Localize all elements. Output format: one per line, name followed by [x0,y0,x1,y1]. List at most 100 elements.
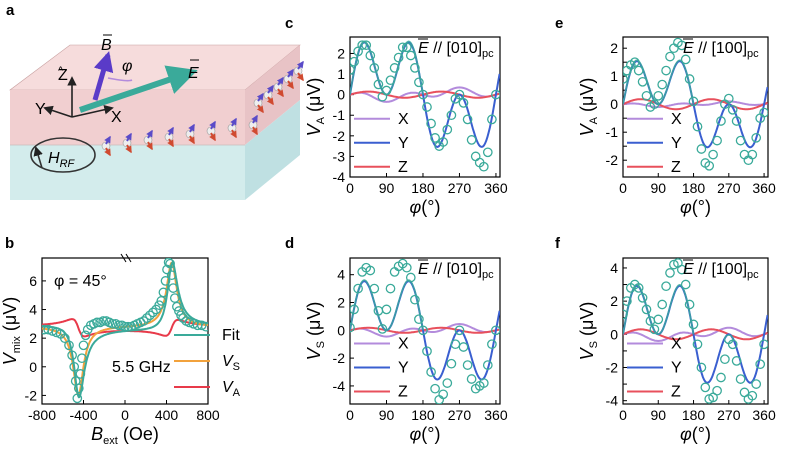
data-point [430,383,440,394]
y-tick-label: 0 [29,359,37,375]
data-point [158,287,169,298]
data-point [418,325,428,336]
y-tick-label: -2 [606,360,619,376]
data-point [414,77,424,88]
spin-down-arrow [286,80,294,90]
legend-label: Z [398,384,408,401]
data-point [692,121,703,132]
data-point [365,265,376,276]
panel-e-label: e [555,15,563,32]
legend-label: X [671,336,682,353]
data-point [168,283,179,293]
y-tick-label: 0 [337,322,345,338]
x-tick-label: 360 [484,180,508,196]
x-tick-label: -800 [28,407,56,423]
panel-f-label: f [555,235,561,252]
data-point [422,102,432,112]
y-tick-label: 1 [610,68,618,84]
y-axis-label: Vmix (μV) [0,297,23,366]
spin-down-arrow [104,147,111,157]
annotation-direction: E // [010]pc [418,40,494,60]
data-point [410,294,420,305]
data-point [373,79,384,90]
x-axis-label: φ(°) [680,424,711,444]
data-point [145,310,155,321]
data-point [684,299,695,310]
data-point [120,321,130,332]
data-point [641,304,652,315]
y-tick-label: 4 [610,260,618,276]
data-point [184,317,195,328]
data-point [113,320,124,331]
legend-label: X [398,111,409,128]
x-tick-label: 0 [619,180,627,196]
annotation-direction: E // [100]pc [683,261,759,281]
data-point [77,353,87,364]
y-tick-label: 6 [29,273,37,289]
data-point [148,307,158,318]
data-point [98,316,109,326]
data-point [462,360,473,370]
data-point [442,378,453,388]
data-point [470,151,481,162]
y-tick-label: 4 [29,302,37,318]
data-point [163,258,174,268]
spin-up-arrow [266,84,274,94]
data-point [401,262,412,273]
b-vector-label: B [101,37,112,54]
y-tick-label: -1 [333,107,346,123]
y-axis-label: VS (μV) [304,302,327,361]
spin-group-side [253,60,304,114]
data-point [442,124,453,135]
spin-down-arrow [230,129,237,139]
spin-down-arrow [167,138,174,148]
x-tick-label: 180 [411,180,435,196]
legend-label: Z [671,384,681,401]
y-tick-label: -2 [333,350,346,366]
data-point [59,333,70,344]
y-tick-label: 4 [337,267,345,283]
data-point [401,42,412,53]
panel-a: a Z ^ Y X E B φ HRF [6,2,304,200]
z-axis-label: Z [58,67,68,84]
data-point [653,314,664,325]
data-point [369,63,380,73]
x-tick-label: 0 [346,407,354,423]
legend-label: Fit [222,327,240,344]
y-tick-label: -2 [25,387,38,403]
x-axis-label: φ(°) [410,424,441,444]
data-point [47,326,58,336]
data-point [141,313,152,323]
data-point [665,51,675,62]
x-tick-label: 90 [379,180,395,196]
data-point [653,90,664,101]
legend-label: Y [671,360,682,377]
data-point [446,110,457,121]
data-point [712,385,722,396]
data-point [381,304,392,315]
spin-down-arrow [276,88,284,98]
y-axis-arrow [43,105,73,118]
data-point [201,321,208,332]
data-point [623,309,628,320]
data-point [759,339,768,350]
data-point [482,360,493,370]
data-point [426,118,436,129]
data-point [491,325,500,336]
data-point [727,339,738,350]
z-series-line [623,328,768,341]
plot-inner [623,37,768,171]
y-axis-label: Y [35,101,46,118]
data-point [454,89,465,100]
data-point [165,258,175,269]
annotation-phi: φ = 45° [54,273,107,290]
data-point [466,135,477,145]
slab-upper-side [245,45,300,145]
y-tick-label: -3 [333,148,346,164]
data-point [657,79,668,90]
x-axis-label: φ(°) [410,197,441,217]
data-point [361,40,372,51]
spin-up-arrow [256,92,264,102]
